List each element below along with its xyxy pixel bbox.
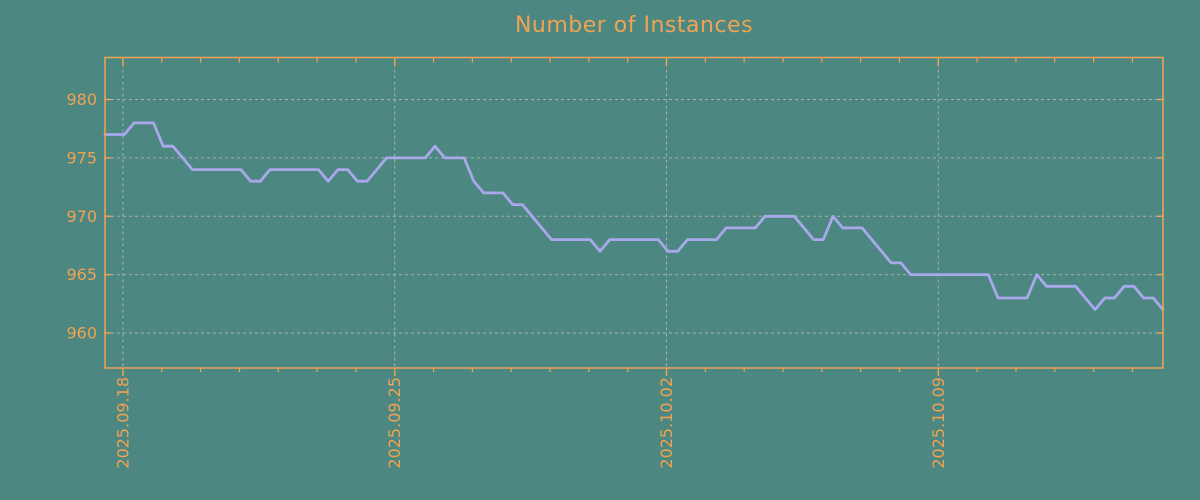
y-axis-tick-label: 970	[66, 207, 97, 226]
instances-series-line	[103, 121, 1165, 312]
x-axis-tick-label: 2025.10.02	[657, 377, 676, 469]
y-axis-tick-label: 975	[66, 148, 97, 167]
x-axis-tick-label: 2025.09.25	[385, 377, 404, 469]
x-axis-tick-label: 2025.10.09	[929, 377, 948, 469]
y-axis-tick-label: 965	[66, 265, 97, 284]
plot-border	[104, 56, 1164, 369]
x-axis-tick-label: 2025.09.18	[113, 377, 132, 469]
y-axis-tick-label: 960	[66, 323, 97, 342]
chart-title: Number of Instances	[514, 13, 754, 38]
y-axis-tick-label: 980	[66, 90, 97, 109]
